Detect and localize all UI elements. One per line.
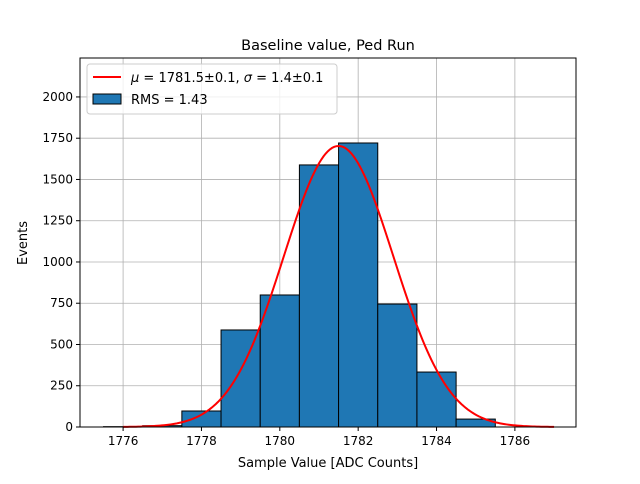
x-axis-ticks: 1776 1778 1780 1782 1784 1786 xyxy=(108,427,530,448)
legend: μ = 1781.5±0.1, σ = 1.4±0.1 RMS = 1.43 xyxy=(87,64,337,114)
histogram-bar xyxy=(299,165,338,427)
legend-hist-swatch xyxy=(93,94,121,104)
x-tick-label: 1784 xyxy=(421,434,452,448)
x-tick-label: 1786 xyxy=(500,434,531,448)
y-tick-label: 500 xyxy=(50,337,73,351)
y-tick-label: 1500 xyxy=(42,172,73,186)
histogram-bar xyxy=(339,143,378,427)
histogram-bar xyxy=(417,372,456,427)
y-axis-ticks: 0 250 500 750 1000 1250 1500 1750 2000 xyxy=(42,90,80,434)
legend-hist-label: RMS = 1.43 xyxy=(131,93,208,108)
histogram-bar xyxy=(260,295,299,427)
y-tick-label: 1000 xyxy=(42,255,73,269)
y-tick-label: 0 xyxy=(65,420,73,434)
y-tick-label: 250 xyxy=(50,379,73,393)
y-tick-label: 1250 xyxy=(42,214,73,228)
x-axis-label: Sample Value [ADC Counts] xyxy=(238,456,418,471)
y-axis-label: Events xyxy=(16,221,31,265)
histogram-bar xyxy=(221,330,260,427)
y-tick-label: 750 xyxy=(50,296,73,310)
x-tick-label: 1780 xyxy=(265,434,296,448)
legend-fit-label: μ = 1781.5±0.1, σ = 1.4±0.1 xyxy=(130,71,323,86)
x-tick-label: 1776 xyxy=(108,434,139,448)
x-tick-label: 1778 xyxy=(186,434,217,448)
chart-title: Baseline value, Ped Run xyxy=(241,38,415,54)
histogram-bar xyxy=(182,411,221,427)
y-tick-label: 1750 xyxy=(42,131,73,145)
y-tick-label: 2000 xyxy=(42,90,73,104)
x-tick-label: 1782 xyxy=(343,434,374,448)
histogram-bar xyxy=(378,304,417,427)
